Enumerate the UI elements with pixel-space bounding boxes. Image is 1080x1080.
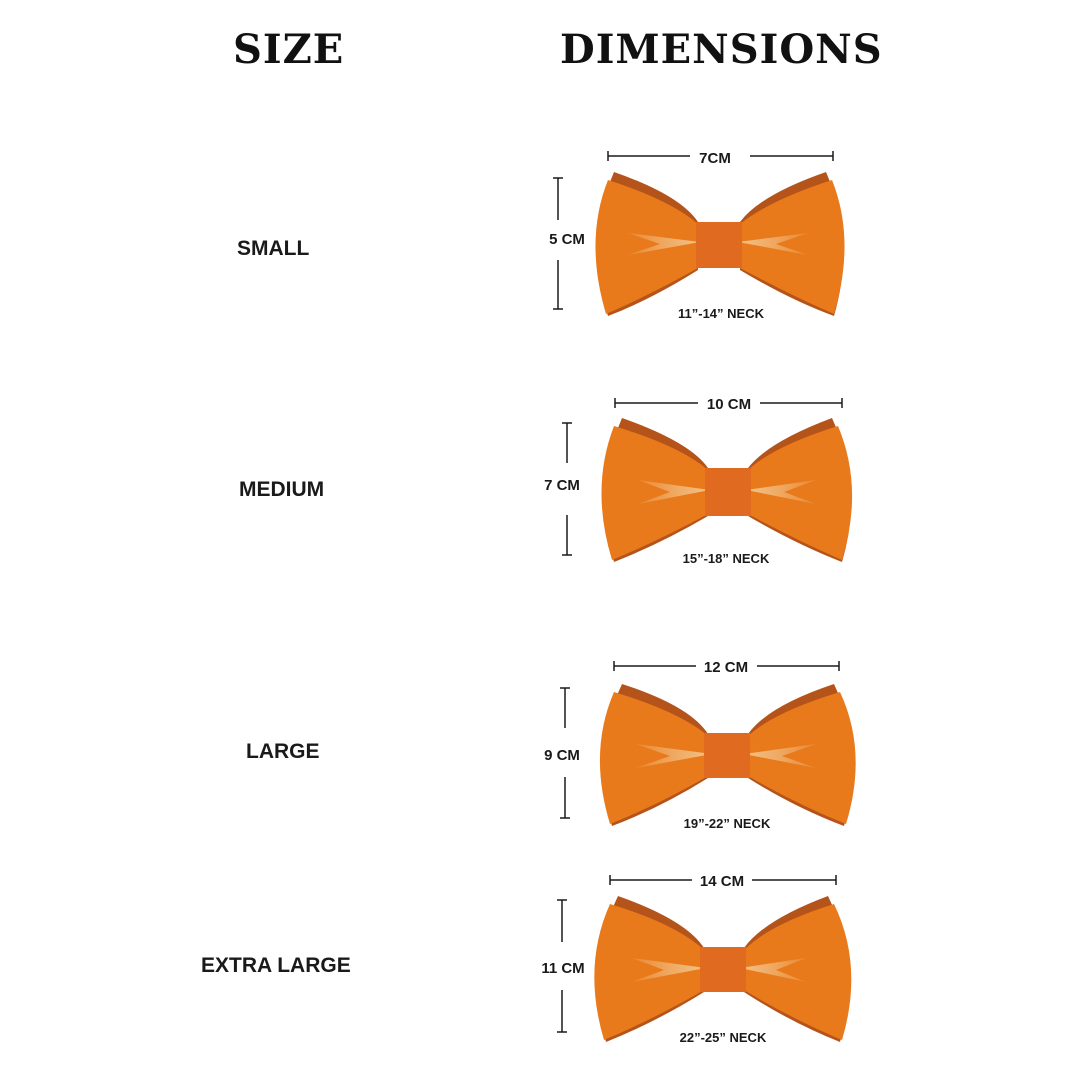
dimensions-column-heading: DIMENSIONS bbox=[560, 26, 883, 73]
bow-tie-small: 7CM 5 CM 11”-14” NECK bbox=[549, 150, 845, 321]
width-label: 7CM bbox=[699, 150, 731, 167]
height-label: 5 CM bbox=[549, 231, 585, 248]
width-label: 12 CM bbox=[704, 659, 748, 676]
size-label-extra-large: EXTRA LARGE bbox=[201, 954, 351, 977]
bow-tie-medium: 10 CM 7 CM 15”-18” NECK bbox=[544, 396, 853, 566]
neck-size-label: 22”-25” NECK bbox=[680, 1030, 767, 1045]
height-label: 9 CM bbox=[544, 747, 580, 764]
width-label: 14 CM bbox=[700, 873, 744, 890]
width-label: 10 CM bbox=[707, 396, 751, 413]
bow-tie-extra-large: 14 CM 11 CM 22”-25” NECK bbox=[541, 873, 852, 1045]
neck-size-label: 11”-14” NECK bbox=[678, 306, 765, 321]
size-label-small: SMALL bbox=[237, 237, 310, 260]
height-label: 7 CM bbox=[544, 477, 580, 494]
neck-size-label: 19”-22” NECK bbox=[684, 816, 771, 831]
size-label-large: LARGE bbox=[246, 740, 320, 763]
size-label-medium: MEDIUM bbox=[239, 478, 325, 501]
height-label: 11 CM bbox=[541, 960, 584, 977]
bow-tie-large: 12 CM 9 CM 19”-22” NECK bbox=[544, 659, 856, 831]
neck-size-label: 15”-18” NECK bbox=[683, 551, 770, 566]
size-column-heading: SIZE bbox=[233, 26, 345, 73]
